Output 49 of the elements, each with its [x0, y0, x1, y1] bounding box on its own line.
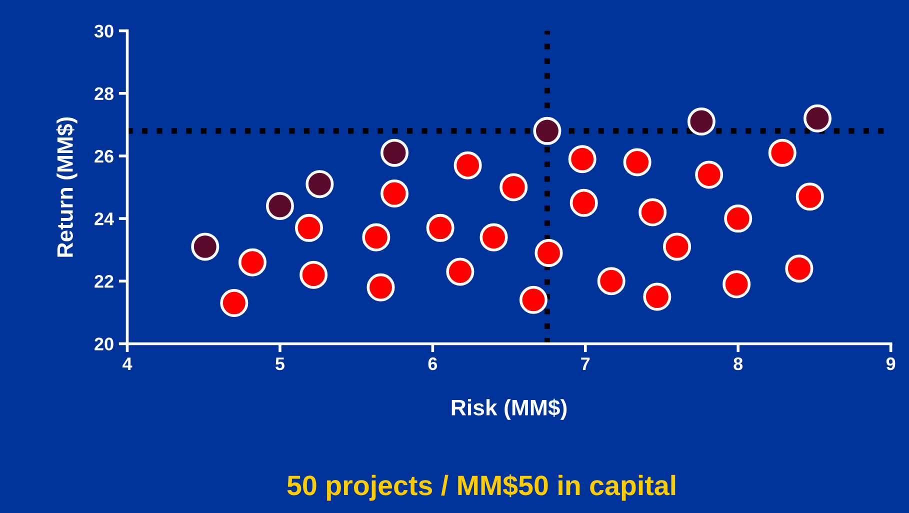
x-tick-label: 4	[122, 358, 132, 370]
point	[568, 145, 596, 174]
point	[238, 248, 266, 276]
point	[768, 138, 796, 167]
y-tick-label: 28	[94, 87, 114, 100]
point	[663, 232, 692, 261]
point	[570, 188, 598, 217]
point	[533, 116, 562, 145]
x-tick-label: 8	[734, 357, 743, 370]
point	[220, 289, 248, 318]
y-tick-label: 30	[94, 24, 114, 38]
point	[597, 267, 626, 296]
point	[446, 258, 474, 286]
point	[454, 151, 482, 180]
point	[724, 204, 752, 233]
point	[796, 182, 824, 211]
point	[191, 232, 220, 261]
point	[623, 148, 652, 176]
point	[804, 104, 832, 132]
point	[519, 286, 548, 314]
point	[306, 170, 334, 198]
point	[366, 273, 395, 302]
point	[266, 192, 294, 220]
point	[638, 198, 667, 226]
x-tick-label: 9	[886, 357, 896, 370]
y-tick-label: 22	[94, 275, 114, 288]
point	[695, 160, 724, 189]
x-tick-label: 6	[428, 357, 438, 370]
point	[300, 260, 328, 289]
y-axis-title: Return (MM$)	[56, 117, 78, 257]
point	[500, 173, 528, 202]
point	[294, 214, 323, 242]
x-tick-label: 7	[581, 358, 590, 370]
y-tick-label: 24	[94, 212, 114, 226]
y-tick-label: 26	[94, 150, 114, 163]
y-tick-label: 20	[94, 338, 114, 350]
point	[480, 223, 508, 252]
point	[687, 108, 716, 136]
text: 50 projects / MM$50 in capital	[287, 474, 676, 501]
point	[534, 238, 563, 267]
point	[426, 214, 454, 242]
x-tick-label: 5	[276, 358, 284, 370]
point	[785, 254, 814, 283]
point	[722, 270, 751, 298]
x-axis-title: Risk (MM$)	[452, 398, 567, 420]
point	[643, 282, 672, 311]
point	[362, 223, 390, 252]
point	[380, 180, 409, 208]
point	[380, 138, 409, 167]
